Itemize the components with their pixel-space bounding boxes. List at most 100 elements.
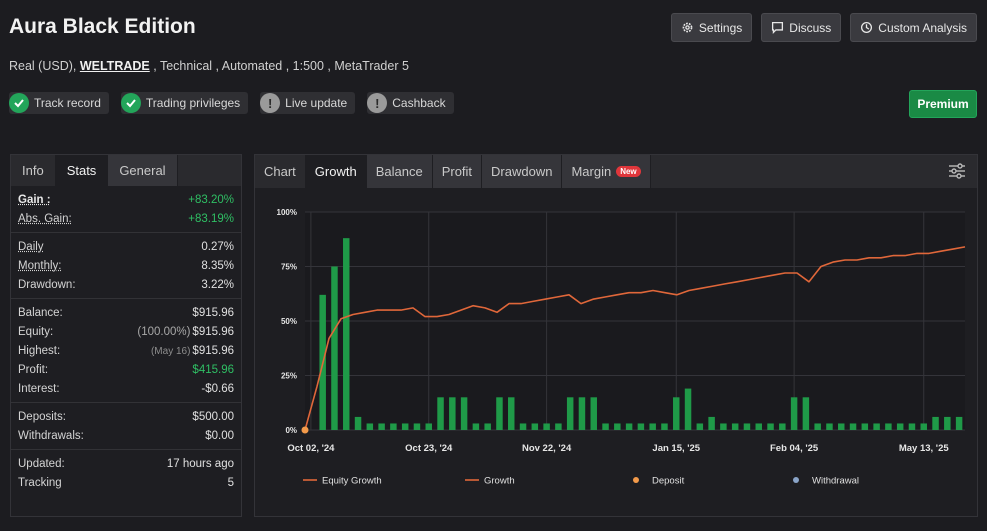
stat-label: Drawdown: [18,278,76,291]
growth-bar [602,423,609,430]
growth-bar [696,423,704,430]
growth-bar [625,423,633,430]
growth-bar [449,397,456,430]
settings-button[interactable]: Settings [670,13,753,42]
growth-bar [366,423,374,430]
growth-bar [814,423,821,430]
discuss-button[interactable]: Discuss [761,13,842,42]
stat-label: Updated: [18,457,65,470]
legend-label: Withdrawal [812,476,859,487]
top-actions: Settings Discuss Custom Analysis [670,13,977,42]
stat-value: 8.35% [201,259,234,272]
stat-value: +83.20% [188,193,234,206]
stat-value: $915.96 [192,325,234,338]
growth-bar [508,397,515,430]
stat-value: +83.19% [188,212,234,225]
growth-bar [413,423,421,430]
stat-label: Balance: [18,306,63,319]
new-badge: New [616,166,641,177]
growth-bar [896,423,904,430]
tab-stats[interactable]: Stats [55,155,109,186]
growth-bar [425,423,432,430]
rates-group: Daily 0.27% Monthly: 8.35% Drawdown: 3.22% [11,233,241,299]
stat-equity: Equity: (100.00%) $915.96 [18,322,234,341]
tab-margin[interactable]: Margin New [562,155,651,188]
badge-trading-privileges[interactable]: Trading privileges [120,92,249,114]
stat-label: Equity: [18,325,54,338]
settings-label: Settings [698,20,743,35]
growth-chart: 0% 25% 50% 75% 100% Oct 02, '24 Oct 23, '24 Nov… [277,208,966,487]
stat-updated: Updated: 17 hours ago [18,454,234,473]
check-icon [120,93,141,113]
stat-value: 0.27% [201,240,234,253]
custom-analysis-button[interactable]: Custom Analysis [850,13,977,42]
badge-cashback[interactable]: ! Cashback [367,92,454,114]
stat-label: Withdrawals: [18,429,84,442]
x-tick-label: Oct 23, '24 [405,443,453,454]
growth-bar [920,423,927,430]
x-tick-label: Feb 04, '25 [770,443,819,454]
discuss-label: Discuss [789,20,832,35]
tab-profit[interactable]: Profit [432,155,483,188]
legend-swatch [793,477,799,483]
tab-balance[interactable]: Balance [366,155,433,188]
stat-value: $500.00 [192,410,234,423]
stat-value: 3.22% [201,278,234,291]
stat-value: $415.96 [192,363,234,376]
tab-info[interactable]: Info [11,155,56,186]
growth-bar [802,397,810,430]
growth-bar [649,423,656,430]
stat-label: Highest: [18,344,61,357]
growth-bar [885,423,892,430]
tab-drawdown[interactable]: Drawdown [482,155,563,188]
tab-general[interactable]: General [108,155,178,186]
growth-bar [873,423,880,430]
exclamation-icon: ! [367,93,388,113]
stat-prefix: (May 16) [150,345,191,357]
growth-bar [378,423,385,430]
stat-value: $0.00 [205,429,234,442]
clock-icon [861,21,873,34]
account-type: Real (USD), [9,59,80,73]
tab-chart[interactable]: Chart [255,155,306,188]
stat-label[interactable]: Monthly: [18,259,62,272]
growth-bar [861,423,869,430]
growth-bar [673,397,680,430]
growth-bar [955,416,963,430]
stat-label: Interest: [18,382,60,395]
growth-bar [779,423,786,430]
growth-bar [826,423,833,430]
premium-button[interactable]: Premium [909,90,977,118]
status-badges: Track record Trading privileges ! Live u… [9,92,454,114]
sliders-icon[interactable] [947,161,967,181]
legend-label: Equity Growth [322,476,382,487]
stat-label: Tracking [18,476,62,489]
stat-daily: Daily 0.27% [18,237,234,256]
broker-link[interactable]: WELTRADE [79,59,150,73]
growth-bar [343,238,350,430]
growth-bar [401,423,409,430]
stat-label[interactable]: Abs. Gain: [18,212,72,225]
tab-growth[interactable]: Growth [305,155,367,188]
x-tick-label: Oct 02, '24 [287,443,335,454]
growth-line [304,246,966,431]
stat-label[interactable]: Gain : [18,193,51,206]
stat-label[interactable]: Daily [18,240,44,253]
badge-label: Trading privileges [145,96,241,110]
stat-highest: Highest: (May 16) $915.96 [18,341,234,360]
tab-margin-label: Margin [571,164,612,179]
badge-track-record[interactable]: Track record [9,92,109,114]
page-title: Aura Black Edition [9,15,196,38]
growth-bar [331,266,338,430]
x-tick-label: Nov 22, '24 [522,443,572,454]
growth-bar [578,397,586,430]
legend-label: Deposit [652,476,685,487]
stat-gain: Gain : +83.20% [18,190,234,209]
growth-bar [708,416,715,430]
stat-value: 17 hours ago [166,457,234,470]
badge-live-update[interactable]: ! Live update [260,92,356,114]
stat-label: Deposits: [18,410,66,423]
y-tick-label: 0% [285,426,297,435]
stat-profit: Profit: $415.96 [18,360,234,379]
stat-value: $915.96 [192,306,234,319]
